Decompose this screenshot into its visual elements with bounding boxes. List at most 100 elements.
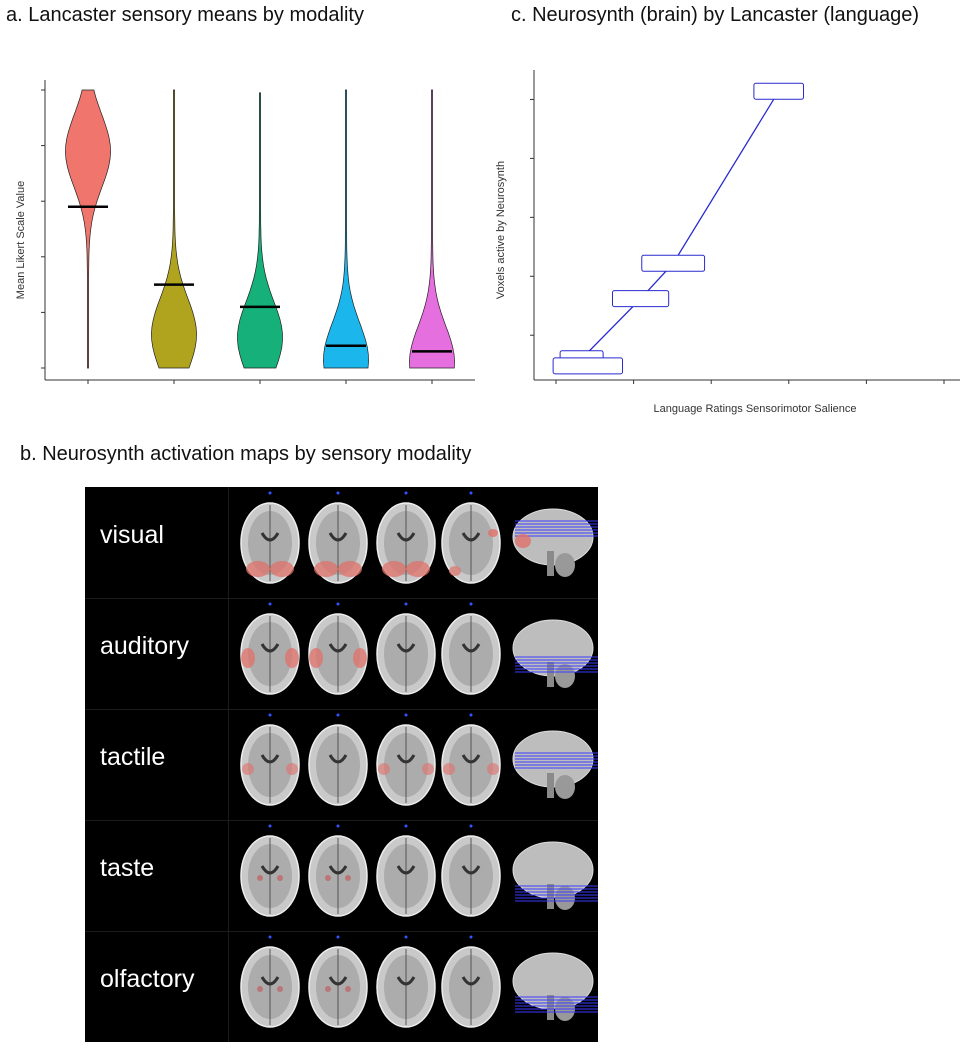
brain-row-label: tactile — [100, 743, 166, 771]
ventricle — [260, 976, 280, 986]
row-divider — [85, 931, 598, 932]
brain-row-label: taste — [100, 854, 155, 882]
activation-blob — [325, 875, 331, 881]
ventricle — [328, 754, 348, 764]
brainstem — [547, 995, 554, 1020]
slice-marker — [268, 602, 272, 606]
violin-shape — [323, 89, 369, 369]
ventricle — [260, 754, 280, 764]
row-divider — [85, 709, 598, 710]
ventricle — [461, 532, 481, 542]
panel-c-title: c. Neurosynth (brain) by Lancaster (lang… — [511, 4, 919, 26]
slice-marker — [268, 713, 272, 717]
brain-row: olfactory — [85, 931, 598, 1042]
activation-blob — [515, 534, 531, 548]
activation-blob — [314, 561, 338, 577]
brain-slices — [240, 824, 598, 917]
slice-marker — [404, 602, 408, 606]
brain-slices — [240, 935, 598, 1028]
ventricle — [328, 532, 348, 542]
ventricle — [260, 643, 280, 653]
activation-blob — [449, 566, 461, 576]
line-y-axis-title: Voxels active by Neurosynth — [495, 161, 507, 299]
ventricle — [328, 865, 348, 875]
ventricle — [461, 976, 481, 986]
brainstem — [547, 662, 554, 687]
activation-blob — [345, 986, 351, 992]
slice-marker — [404, 824, 408, 828]
brain-row: visual — [85, 487, 598, 598]
brain-slices — [240, 602, 598, 695]
slice-marker — [336, 491, 340, 495]
slice-marker — [404, 935, 408, 939]
slice-marker — [336, 824, 340, 828]
slice-marker — [469, 713, 473, 717]
ventricle — [396, 532, 416, 542]
activation-blob — [353, 648, 367, 668]
activation-blob — [487, 763, 499, 775]
activation-blob — [286, 763, 298, 775]
activation-blob — [270, 561, 294, 577]
activation-blob — [325, 986, 331, 992]
slice-marker — [469, 602, 473, 606]
violin-shape — [65, 89, 111, 369]
activation-blob — [246, 561, 270, 577]
point-label-box — [552, 357, 624, 375]
violin-chart: Mean Likert Scale Value — [15, 80, 475, 384]
violin-y-axis-title: Mean Likert Scale Value — [15, 181, 27, 299]
brain-row-label: auditory — [100, 632, 189, 660]
activation-blob — [309, 648, 323, 668]
violin-shape — [151, 89, 197, 369]
brainstem — [547, 551, 554, 576]
activation-blob — [277, 875, 283, 881]
slice-marker — [336, 935, 340, 939]
activation-blob — [378, 763, 390, 775]
cerebellum — [555, 553, 575, 577]
violin-shape — [237, 92, 283, 369]
slice-marker — [404, 491, 408, 495]
slice-marker — [268, 824, 272, 828]
brain-row-label: olfactory — [100, 965, 195, 993]
row-divider — [85, 598, 598, 599]
activation-blob — [338, 561, 362, 577]
series-line — [580, 90, 780, 367]
brainstem — [547, 773, 554, 798]
brain-row: taste — [85, 820, 598, 931]
slice-marker — [404, 713, 408, 717]
slice-marker — [268, 491, 272, 495]
ventricle — [396, 865, 416, 875]
ventricle — [396, 754, 416, 764]
ventricle — [461, 754, 481, 764]
brain-slices — [240, 713, 598, 806]
row-divider — [85, 820, 598, 821]
brain-row-label: visual — [100, 521, 164, 549]
panel-a-title: a. Lancaster sensory means by modality — [6, 4, 364, 26]
activation-blob — [422, 763, 434, 775]
activation-blob — [242, 763, 254, 775]
ventricle — [328, 643, 348, 653]
cerebellum — [555, 775, 575, 799]
point-label-box — [641, 254, 706, 272]
brainstem — [547, 884, 554, 909]
activation-blob — [382, 561, 406, 577]
activation-blob — [406, 561, 430, 577]
brain-activation-panel: visual auditory tactile taste olfactory — [85, 487, 598, 1042]
column-divider — [228, 487, 229, 1042]
activation-blob — [285, 648, 299, 668]
brain-row: tactile — [85, 709, 598, 820]
point-label-box — [611, 290, 670, 308]
slice-marker — [469, 935, 473, 939]
activation-blob — [443, 763, 455, 775]
activation-blob — [257, 875, 263, 881]
ventricle — [461, 865, 481, 875]
slice-marker — [469, 491, 473, 495]
brain-row: auditory — [85, 598, 598, 709]
ventricle — [328, 976, 348, 986]
line-x-axis-title: Language Ratings Sensorimotor Salience — [653, 403, 856, 415]
activation-blob — [488, 529, 498, 537]
panel-b-title: b. Neurosynth activation maps by sensory… — [20, 443, 472, 465]
ventricle — [260, 532, 280, 542]
point-label-box — [753, 82, 805, 100]
sensory-line-chart: Voxels active by Neurosynth Language Rat… — [495, 70, 960, 415]
cerebellum — [555, 664, 575, 688]
